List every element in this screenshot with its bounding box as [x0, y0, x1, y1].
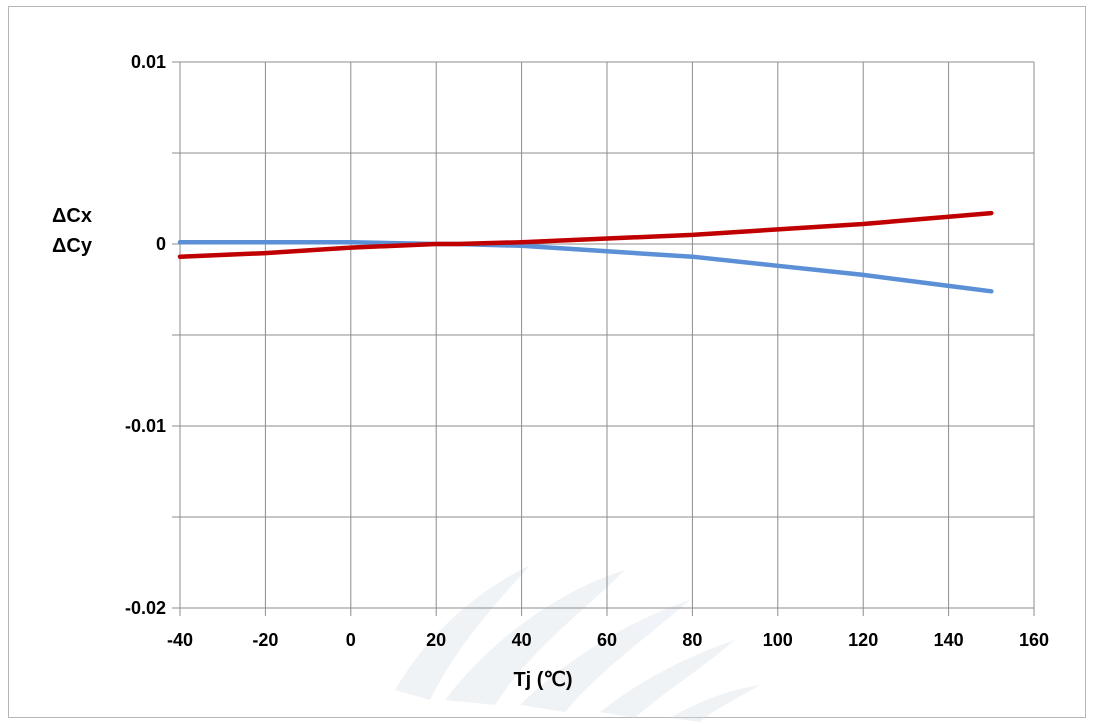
y-tick-label: 0.01 [131, 52, 166, 72]
x-tick-label: 40 [512, 630, 532, 650]
x-tick-label: 120 [848, 630, 878, 650]
x-tick-label: -40 [167, 630, 193, 650]
watermark-logo [395, 565, 760, 722]
chart-frame [8, 6, 1086, 718]
x-tick-label: 140 [934, 630, 964, 650]
series-line-1 [177, 239, 994, 294]
y-axis-title-line2: ΔCy [52, 235, 93, 257]
x-tick-label: 60 [597, 630, 617, 650]
x-axis-title: Tj (℃) [513, 669, 572, 691]
x-tick-labels: -40 -20 0 20 40 60 80 100 120 140 160 [167, 630, 1049, 650]
x-tick-label: 0 [346, 630, 356, 650]
x-tick-label: 160 [1019, 630, 1049, 650]
x-tick-label: 20 [426, 630, 446, 650]
series-line-2 [177, 210, 994, 259]
series-group [177, 210, 994, 294]
grid [172, 61, 1035, 616]
x-tick-label: 80 [682, 630, 702, 650]
y-tick-label: -0.01 [125, 416, 166, 436]
y-tick-labels: 0.01 0 -0.01 -0.02 [125, 52, 166, 618]
x-tick-label: 100 [763, 630, 793, 650]
y-axis-title-line1: ΔCx [52, 205, 92, 227]
y-tick-label: -0.02 [125, 598, 166, 618]
y-tick-label: 0 [156, 234, 166, 254]
x-tick-label: -20 [252, 630, 278, 650]
